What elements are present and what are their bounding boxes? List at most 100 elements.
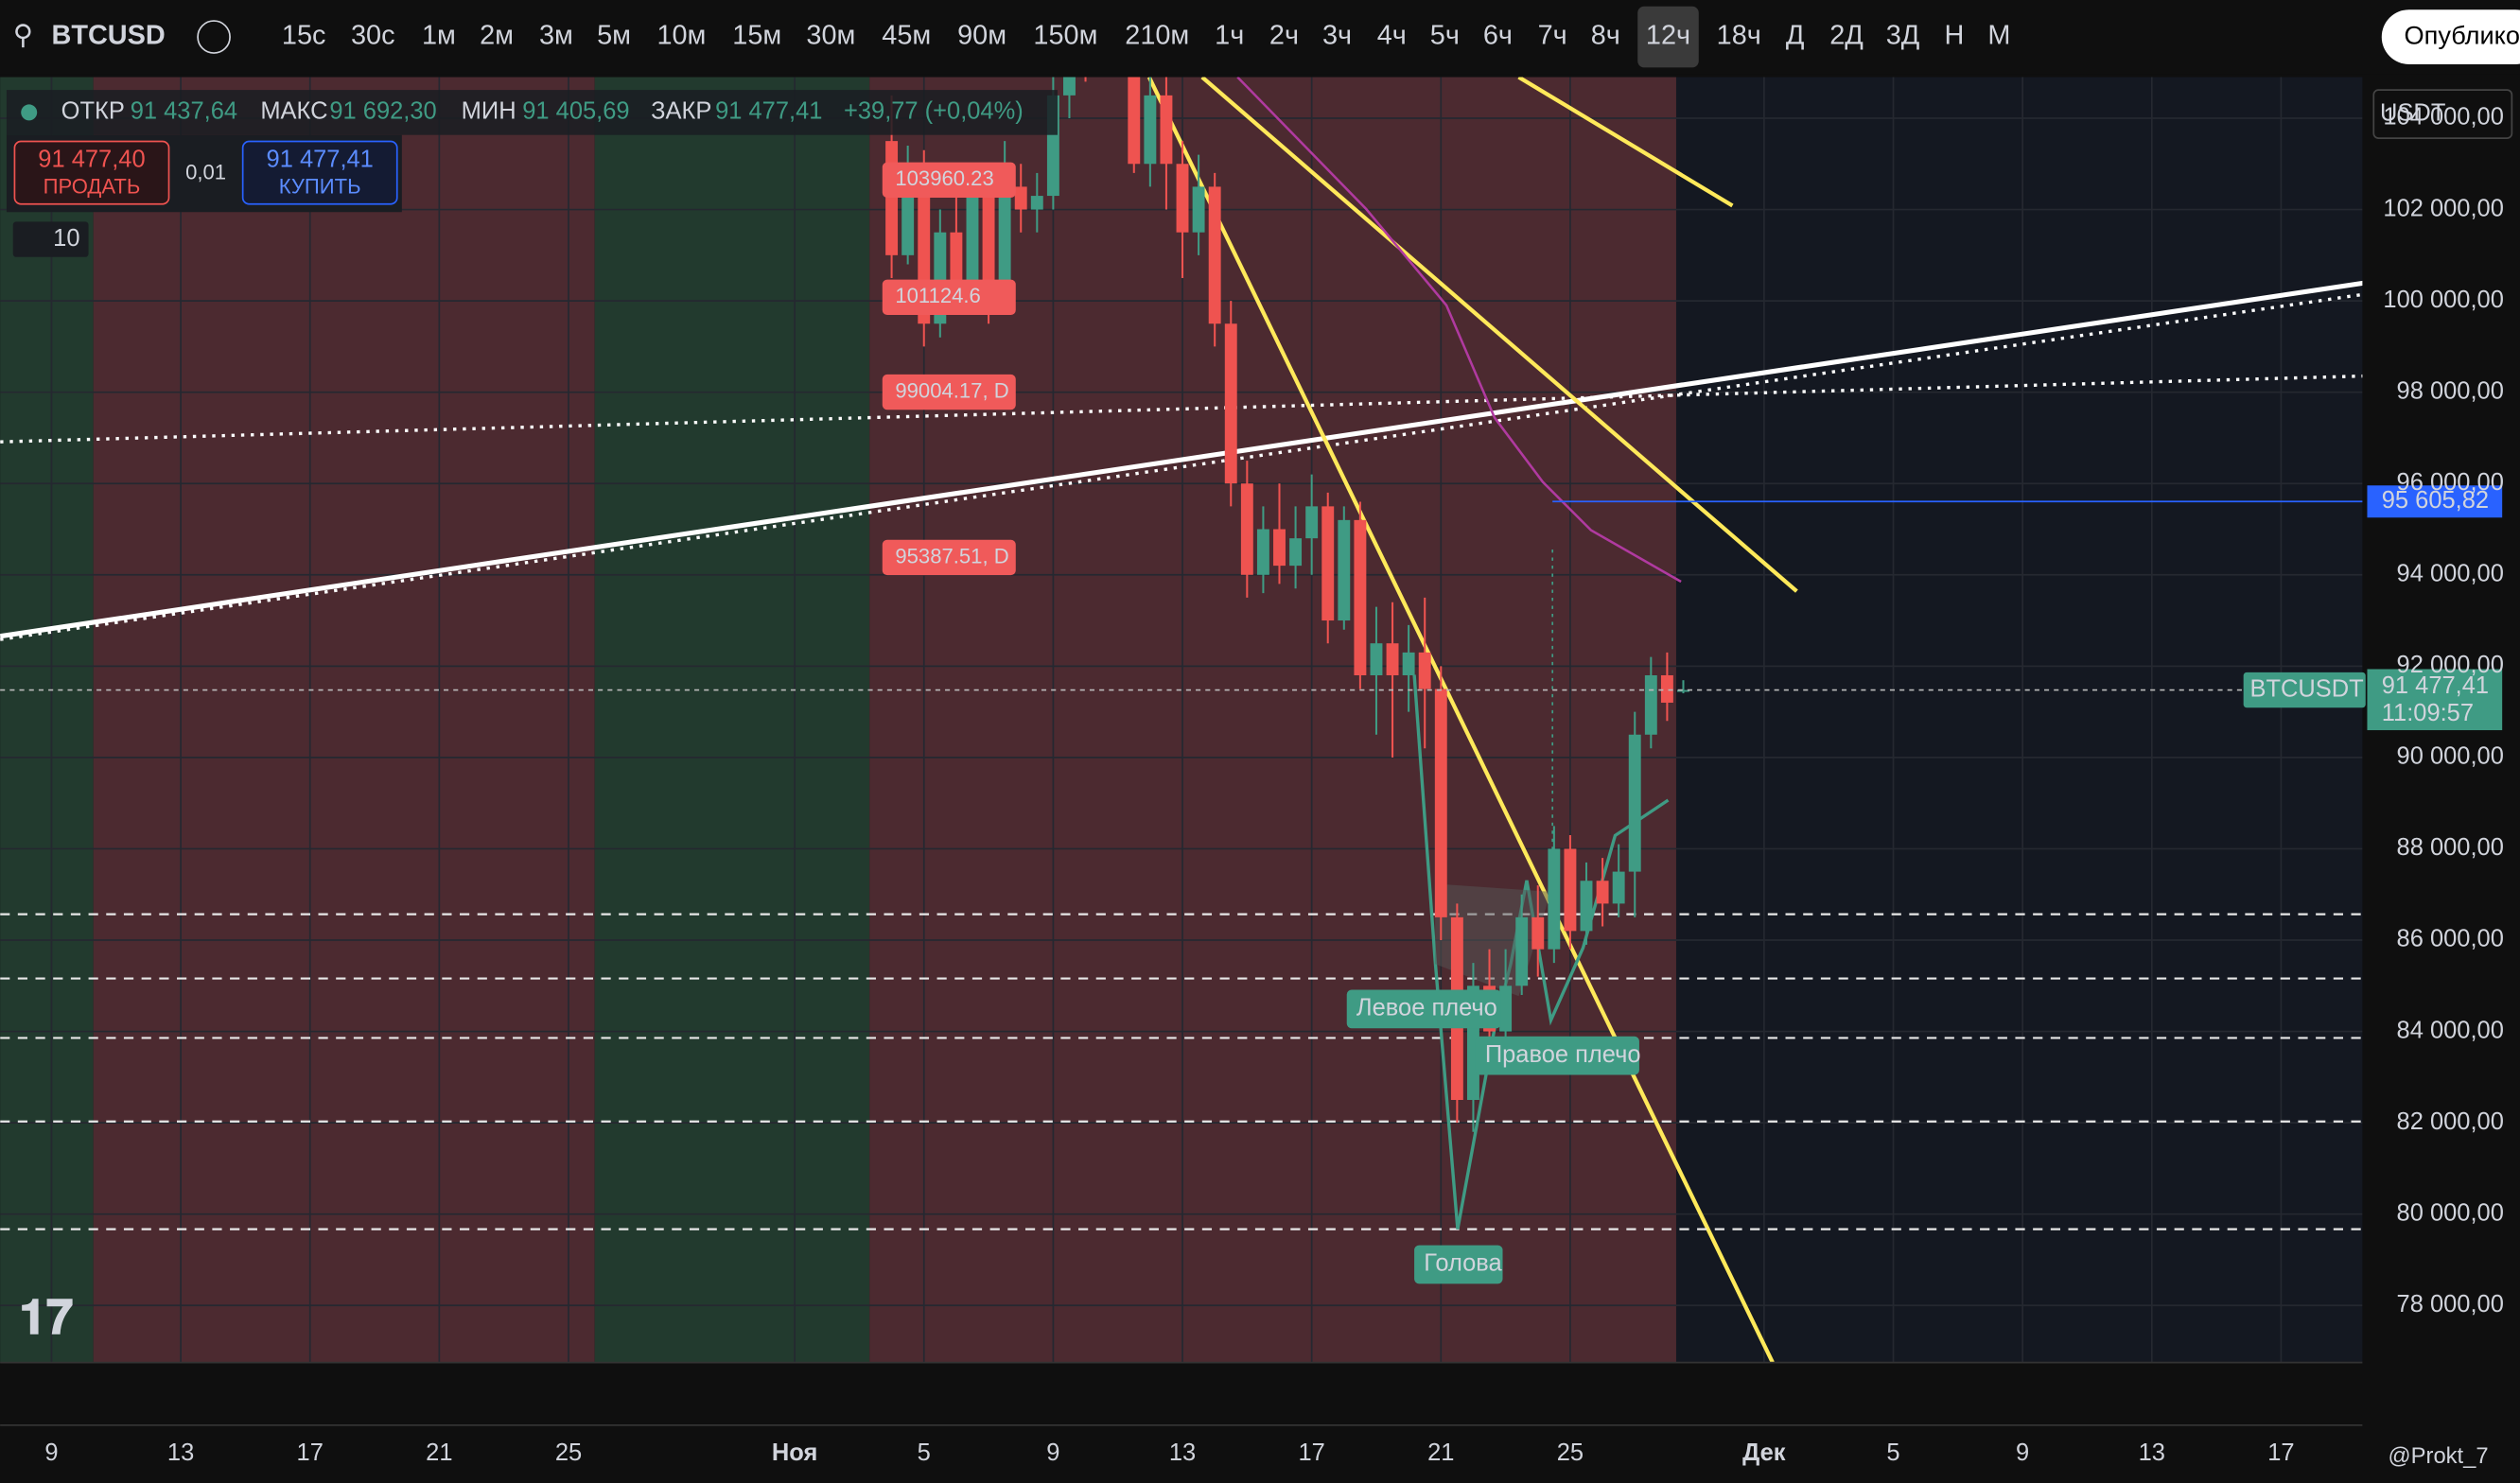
timeframe[interactable]: 90м: [957, 21, 1006, 51]
candle-body: [1677, 689, 1689, 692]
timeframe[interactable]: 2м: [480, 21, 514, 51]
timeframe[interactable]: 3м: [539, 21, 573, 51]
y-tick-label: 90 000,00: [2397, 743, 2504, 770]
price-annotation-box: [882, 539, 1016, 576]
last-symbol: BTCUSDT: [2249, 675, 2363, 702]
candle-body: [1418, 652, 1431, 689]
candle-body: [1176, 164, 1189, 233]
x-tick-label: 25: [1557, 1439, 1584, 1466]
timeframe[interactable]: 7ч: [1538, 21, 1567, 51]
y-tick-label: 78 000,00: [2397, 1291, 2504, 1317]
buy-button[interactable]: [241, 140, 398, 205]
timeframe[interactable]: 3Д: [1886, 21, 1920, 51]
y-tick-label: 104 000,00: [2383, 104, 2503, 131]
alert-label: 95 605,82: [2382, 487, 2489, 514]
ohlc-open: 91 437,64: [131, 98, 237, 125]
buy-price: 91 477,41: [267, 147, 374, 173]
candle-body: [950, 232, 963, 292]
timeframe[interactable]: 5ч: [1430, 21, 1460, 51]
x-tick-label: Ноя: [772, 1439, 817, 1466]
x-tick-label: 13: [167, 1439, 194, 1466]
timeframe[interactable]: 15с: [282, 21, 326, 51]
search-icon: ⚲: [13, 21, 33, 51]
toolbar: [0, 0, 2520, 75]
timeframe[interactable]: Н: [1944, 21, 1964, 51]
candle-body: [1289, 538, 1303, 567]
y-tick-label: 100 000,00: [2383, 287, 2503, 313]
timeframe[interactable]: 10м: [656, 21, 706, 51]
y-tick-label: 84 000,00: [2397, 1017, 2504, 1043]
timeframe[interactable]: 1ч: [1215, 21, 1244, 51]
ohlc-open-label: ОТКР: [61, 98, 125, 125]
candle-body: [1256, 529, 1269, 575]
add-symbol[interactable]: [197, 20, 231, 54]
x-tick-label: 13: [2139, 1439, 2165, 1466]
grid: [0, 77, 2363, 1363]
candle-body: [1386, 643, 1399, 675]
status-dot: [21, 104, 38, 121]
timeframe[interactable]: 15м: [732, 21, 781, 51]
pattern-label: Правое плечо: [1485, 1041, 1641, 1068]
y-tick-label: 82 000,00: [2397, 1108, 2504, 1135]
timeframe[interactable]: 18ч: [1717, 21, 1761, 51]
currency-select[interactable]: [2372, 89, 2513, 139]
last-symbol-tag: [2243, 672, 2366, 708]
timeframe[interactable]: 12ч: [1646, 21, 1690, 51]
candle-body: [1192, 186, 1205, 233]
x-tick-label: 5: [1886, 1439, 1899, 1466]
candle-body: [1660, 674, 1673, 703]
timeframe[interactable]: 210м: [1125, 21, 1189, 51]
ohlc-close: 91 477,41: [715, 98, 822, 125]
x-tick-label: 21: [426, 1439, 452, 1466]
x-tick-label: 17: [2267, 1439, 2294, 1466]
spread: 0,01: [185, 160, 226, 183]
timeframe[interactable]: 1м: [422, 21, 456, 51]
timeframe[interactable]: 2ч: [1269, 21, 1299, 51]
y-tick-label: 88 000,00: [2397, 834, 2504, 861]
candle-body: [1160, 95, 1173, 165]
timeframe[interactable]: 2Д: [1829, 21, 1864, 51]
candle-body: [1515, 916, 1529, 986]
timeframe[interactable]: М: [1987, 21, 2010, 51]
candle-body: [1434, 689, 1447, 917]
sell-button[interactable]: [13, 140, 170, 205]
timeframe[interactable]: 150м: [1033, 21, 1097, 51]
logo: 𝟏𝟕: [20, 1290, 74, 1344]
ohlc-low: 91 405,69: [522, 98, 629, 125]
candle-body: [1402, 652, 1415, 675]
lots: 10: [53, 225, 79, 252]
candle-body: [1305, 506, 1319, 539]
timeframe[interactable]: 45м: [882, 21, 931, 51]
timeframe[interactable]: 5м: [597, 21, 631, 51]
candle-body: [1030, 196, 1043, 210]
timeframe[interactable]: Д: [1786, 21, 1805, 51]
last-price-tag: [2367, 669, 2503, 731]
candle-body: [1240, 483, 1253, 575]
candle-body: [1224, 323, 1237, 484]
x-tick-label: 9: [1046, 1439, 1059, 1466]
x-tick-label: 21: [1427, 1439, 1454, 1466]
timeframe[interactable]: 4ч: [1377, 21, 1407, 51]
author: @Prokt_7: [2389, 1443, 2489, 1469]
candle-body: [1208, 186, 1221, 324]
timeframe[interactable]: 30с: [351, 21, 395, 51]
active-timeframe: [1637, 6, 1699, 68]
candle-body: [1548, 848, 1561, 950]
buy-label: КУПИТЬ: [279, 175, 361, 199]
y-tick-label: 94 000,00: [2397, 561, 2504, 587]
timeframe[interactable]: 8ч: [1591, 21, 1620, 51]
timeframe[interactable]: 30м: [806, 21, 855, 51]
candle-body: [1014, 186, 1027, 210]
candle-body: [966, 186, 979, 292]
timeframe[interactable]: 3ч: [1322, 21, 1352, 51]
ohlc-low-label: МИН: [462, 98, 516, 125]
timeframe[interactable]: 6ч: [1483, 21, 1513, 51]
publish-label: Опублико: [2405, 20, 2520, 49]
x-tick-label: 13: [1169, 1439, 1196, 1466]
publish-button[interactable]: [2381, 9, 2520, 64]
lots-box[interactable]: [12, 221, 89, 257]
candle-body: [1564, 848, 1577, 932]
pattern-label-box: [1346, 989, 1501, 1029]
pattern-label-box: [1414, 1245, 1503, 1284]
